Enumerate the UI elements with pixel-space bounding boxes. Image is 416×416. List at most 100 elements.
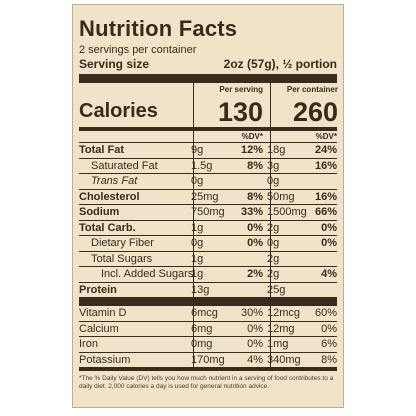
dv-per-container: 4% (321, 268, 337, 280)
amount-per-serving: 25mg (191, 190, 219, 203)
amount-per-serving: 0mg (191, 338, 213, 350)
column-divider (193, 205, 194, 221)
calories-row: Calories Per serving Per container 130 2… (79, 83, 338, 127)
table-row: Iron 0mg 0% 1mg 6% (79, 337, 337, 353)
servings-per-container: 2 servings per container (79, 44, 197, 56)
column-divider (193, 220, 194, 236)
amount-per-container: 340mg (267, 353, 301, 366)
dv-per-container: 0% (321, 221, 337, 234)
dv-header-row: %DV* %DV* (79, 131, 337, 142)
nutrient-label: Vitamin D (79, 307, 127, 319)
per-serving-header: Per serving (219, 85, 263, 94)
amount-per-container: 0g (267, 175, 280, 187)
column-divider (270, 158, 271, 174)
dv-per-serving: 8% (247, 159, 263, 172)
column-divider (270, 321, 271, 337)
dv-per-container: 6% (321, 338, 337, 350)
dv-per-serving: 0% (247, 237, 263, 249)
dv-container-header: %DV* (315, 132, 337, 141)
amount-per-serving: 13g (191, 283, 210, 296)
calories-per-serving: 130 (217, 97, 263, 127)
dv-per-container: 16% (314, 159, 337, 172)
amount-per-container: 1mg (267, 338, 289, 350)
column-divider (193, 236, 194, 252)
amount-per-serving: 750mg (191, 206, 225, 218)
serving-size-row: Serving size 2oz (57g), ½ portion (79, 57, 337, 71)
dv-per-serving: 12% (240, 144, 263, 156)
column-divider (193, 282, 194, 298)
amount-per-container: 0g (267, 237, 280, 249)
table-row: Sodium 750mg 33% 1500mg 66% (79, 205, 337, 221)
column-divider (193, 306, 194, 322)
column-divider (270, 236, 271, 252)
dv-per-serving: 2% (247, 268, 263, 280)
nutrient-label: Iron (79, 338, 98, 350)
amount-per-container: 12mcg (267, 307, 301, 319)
table-row: Cholesterol 25mg 8% 50mg 16% (79, 189, 337, 205)
nutrient-label: Saturated Fat (91, 159, 158, 172)
column-divider (193, 143, 194, 159)
dv-per-container: 60% (314, 307, 337, 319)
column-divider (270, 267, 271, 283)
amount-per-container: 3g (267, 159, 280, 172)
dv-per-container: 66% (314, 206, 337, 218)
amount-per-serving: 170mg (191, 353, 225, 366)
serving-size-value: 2oz (57g), ½ portion (223, 57, 337, 71)
amount-per-container: 50mg (267, 190, 295, 203)
amount-per-container: 1500mg (267, 206, 307, 218)
dv-per-container: 24% (314, 144, 337, 156)
dv-per-container: 8% (321, 353, 337, 366)
dv-per-container: 0% (321, 237, 337, 249)
column-divider (270, 143, 271, 159)
table-row: Potassium 170mg 4% 340mg 8% (79, 352, 337, 368)
dv-per-serving: 30% (240, 307, 263, 319)
amount-per-container: 2g (267, 252, 280, 265)
amount-per-serving: 1.5g (191, 159, 213, 172)
table-row: Total Sugars 1g 2g (79, 251, 337, 267)
table-row: Calcium 6mg 0% 12mg 0% (79, 321, 337, 337)
dv-serving-header: %DV* (241, 132, 263, 141)
column-divider (193, 174, 194, 190)
table-row: Dietary Fiber 0g 0% 0g 0% (79, 236, 337, 252)
nutrient-label: Total Fat (79, 144, 125, 156)
column-divider (193, 131, 194, 142)
column-divider (270, 251, 271, 267)
nutrition-facts-label: Nutrition Facts 2 servings per container… (72, 4, 344, 408)
amount-per-serving: 1g (191, 268, 204, 280)
nutrient-label: Potassium (79, 353, 131, 366)
footnote: *The % Daily Value (DV) tells you how mu… (79, 375, 334, 390)
nutrient-label: Cholesterol (79, 190, 140, 203)
amount-per-serving: 1g (191, 221, 204, 234)
nutrient-label: Calcium (79, 322, 119, 335)
label-title: Nutrition Facts (79, 16, 238, 41)
amount-per-serving: 0g (191, 175, 204, 187)
amount-per-container: 25g (267, 283, 286, 296)
column-divider (270, 189, 271, 205)
column-divider (270, 174, 271, 190)
table-row: Total Fat 9g 12% 18g 24% (79, 143, 337, 159)
column-divider (270, 282, 271, 298)
dv-per-serving: 8% (247, 190, 263, 203)
dv-per-container: 0% (321, 322, 337, 335)
nutrient-label: Trans Fat (91, 175, 138, 187)
table-row: Protein 13g 25g (79, 282, 337, 298)
column-divider (193, 158, 194, 174)
nutrient-label: Sodium (79, 206, 120, 218)
table-row: Total Carb. 1g 0% 2g 0% (79, 220, 337, 236)
dv-per-serving: 0% (247, 221, 263, 234)
serving-size-label: Serving size (79, 57, 150, 71)
dv-per-serving: 4% (247, 353, 263, 366)
column-divider (193, 189, 194, 205)
amount-per-container: 18g (267, 144, 286, 156)
amount-per-container: 2g (267, 268, 280, 280)
table-row: Incl. Added Sugars 1g 2% 2g 4% (79, 267, 337, 283)
amount-per-container: 2g (267, 221, 280, 234)
column-divider (270, 337, 271, 353)
divider-medium (79, 127, 337, 131)
nutrient-label: Dietary Fiber (91, 237, 154, 249)
column-divider (270, 306, 271, 322)
table-row: Trans Fat 0g 0g (79, 174, 337, 190)
column-divider (193, 352, 194, 368)
column-divider (193, 251, 194, 267)
nutrient-label: Protein (79, 283, 117, 296)
